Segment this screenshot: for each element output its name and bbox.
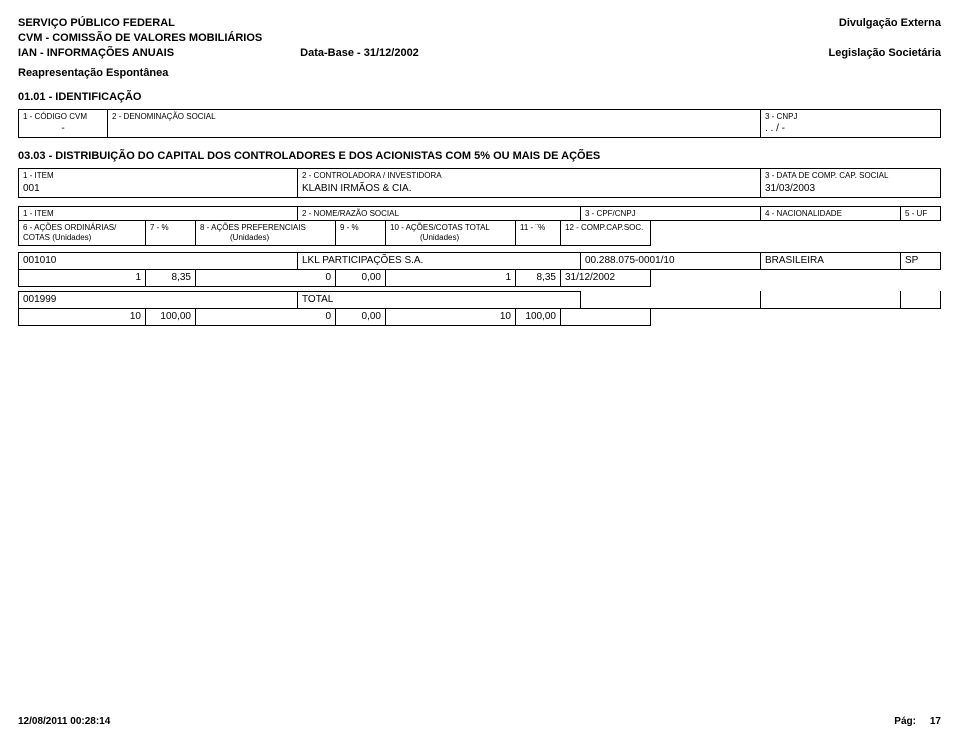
hdr-pct-total: 11 - ¨% [516, 220, 561, 245]
entity-item: 001010 [18, 252, 298, 270]
hdr-uf: 5 - UF [901, 206, 941, 222]
hdr-pct-pref: 9 - % [336, 220, 386, 245]
total-label: TOTAL [298, 291, 581, 309]
cell-denominacao: 2 - DENOMINAÇÃO SOCIAL [108, 109, 761, 139]
total-acoes-total: 10 [386, 308, 516, 326]
entity-pct-ord: 8,35 [146, 269, 196, 287]
hdr-nacionalidade: 4 - NACIONALIDADE [761, 206, 901, 222]
hdr-nome: 2 - NOME/RAZÃO SOCIAL [298, 206, 581, 222]
entity-row: 001010 LKL PARTICIPAÇÕES S.A. 00.288.075… [18, 252, 941, 270]
header-right3: Legislação Societária [829, 46, 942, 61]
cell-data-cap-social: 3 - DATA DE COMP. CAP. SOCIAL 31/03/2003 [761, 168, 941, 198]
cols7-header-row: 6 - AÇÕES ORDINÁRIAS/ COTAS (Unidades) 7… [18, 220, 941, 245]
header-left: SERVIÇO PÚBLICO FEDERAL CVM - COMISSÃO D… [18, 16, 419, 61]
total-comp-cap-soc [561, 308, 651, 326]
total-label-row: 001999 TOTAL [18, 291, 941, 309]
entity-cpf: 00.288.075-0001/10 [581, 252, 761, 270]
entity-pct-total: 8,35 [516, 269, 561, 287]
total-acoes-ord: 10 [18, 308, 146, 326]
page-footer: 12/08/2011 00:28:14 Pág: 17 [18, 716, 941, 727]
total-pct-total: 100,00 [516, 308, 561, 326]
entity-acoes-total: 1 [386, 269, 516, 287]
header-line2: CVM - COMISSÃO DE VALORES MOBILIÁRIOS [18, 31, 419, 46]
entity-nacionalidade: BRASILEIRA [761, 252, 901, 270]
header-line3: IAN - INFORMAÇÕES ANUAIS Data-Base - 31/… [18, 46, 419, 61]
footer-timestamp: 12/08/2011 00:28:14 [18, 716, 110, 727]
total-item: 001999 [18, 291, 298, 309]
entity-numbers-row: 1 8,35 0 0,00 1 8,35 31/12/2002 [18, 269, 941, 287]
cols5-header-row: 1 - ITEM 2 - NOME/RAZÃO SOCIAL 3 - CPF/C… [18, 206, 941, 222]
total-pct-ord: 100,00 [146, 308, 196, 326]
controladora-row: 1 - ITEM 001 2 - CONTROLADORA / INVESTID… [18, 168, 941, 198]
hdr-pct-ord: 7 - % [146, 220, 196, 245]
total-acoes-pref: 0 [196, 308, 336, 326]
cell-codigo-cvm: 1 - CÓDIGO CVM - [18, 109, 108, 139]
entity-uf: SP [901, 252, 941, 270]
entity-pct-pref: 0,00 [336, 269, 386, 287]
entity-comp-cap-soc: 31/12/2002 [561, 269, 651, 287]
hdr-item: 1 - ITEM [18, 206, 298, 222]
section-0101-title: 01.01 - IDENTIFICAÇÃO [18, 91, 941, 103]
entity-acoes-pref: 0 [196, 269, 336, 287]
header-line1: SERVIÇO PÚBLICO FEDERAL [18, 16, 419, 31]
header-right1: Divulgação Externa [829, 16, 942, 31]
header-right: Divulgação Externa Legislação Societária [829, 16, 942, 61]
ident-row: 1 - CÓDIGO CVM - 2 - DENOMINAÇÃO SOCIAL … [18, 109, 941, 139]
cell-cnpj: 3 - CNPJ . . / - [761, 109, 941, 139]
hdr-acoes-pref: 8 - AÇÕES PREFERENCIAIS (Unidades) [196, 220, 336, 245]
hdr-acoes-total: 10 - AÇÕES/COTAS TOTAL (Unidades) [386, 220, 516, 245]
entity-nome: LKL PARTICIPAÇÕES S.A. [298, 252, 581, 270]
entity-acoes-ord: 1 [18, 269, 146, 287]
total-numbers-row: 10 100,00 0 0,00 10 100,00 [18, 308, 941, 326]
cell-controladora: 2 - CONTROLADORA / INVESTIDORA KLABIN IR… [298, 168, 761, 198]
footer-page: Pág: 17 [894, 716, 941, 727]
reapresentacao: Reapresentação Espontânea [18, 67, 941, 79]
section-0303-title: 03.03 - DISTRIBUIÇÃO DO CAPITAL DOS CONT… [18, 150, 941, 162]
page-header: SERVIÇO PÚBLICO FEDERAL CVM - COMISSÃO D… [18, 16, 941, 61]
hdr-acoes-ord: 6 - AÇÕES ORDINÁRIAS/ COTAS (Unidades) [18, 220, 146, 245]
total-pct-pref: 0,00 [336, 308, 386, 326]
hdr-comp-cap-soc: 12 - COMP.CAP.SOC. [561, 220, 651, 245]
hdr-cpf: 3 - CPF/CNPJ [581, 206, 761, 222]
cell-item: 1 - ITEM 001 [18, 168, 298, 198]
